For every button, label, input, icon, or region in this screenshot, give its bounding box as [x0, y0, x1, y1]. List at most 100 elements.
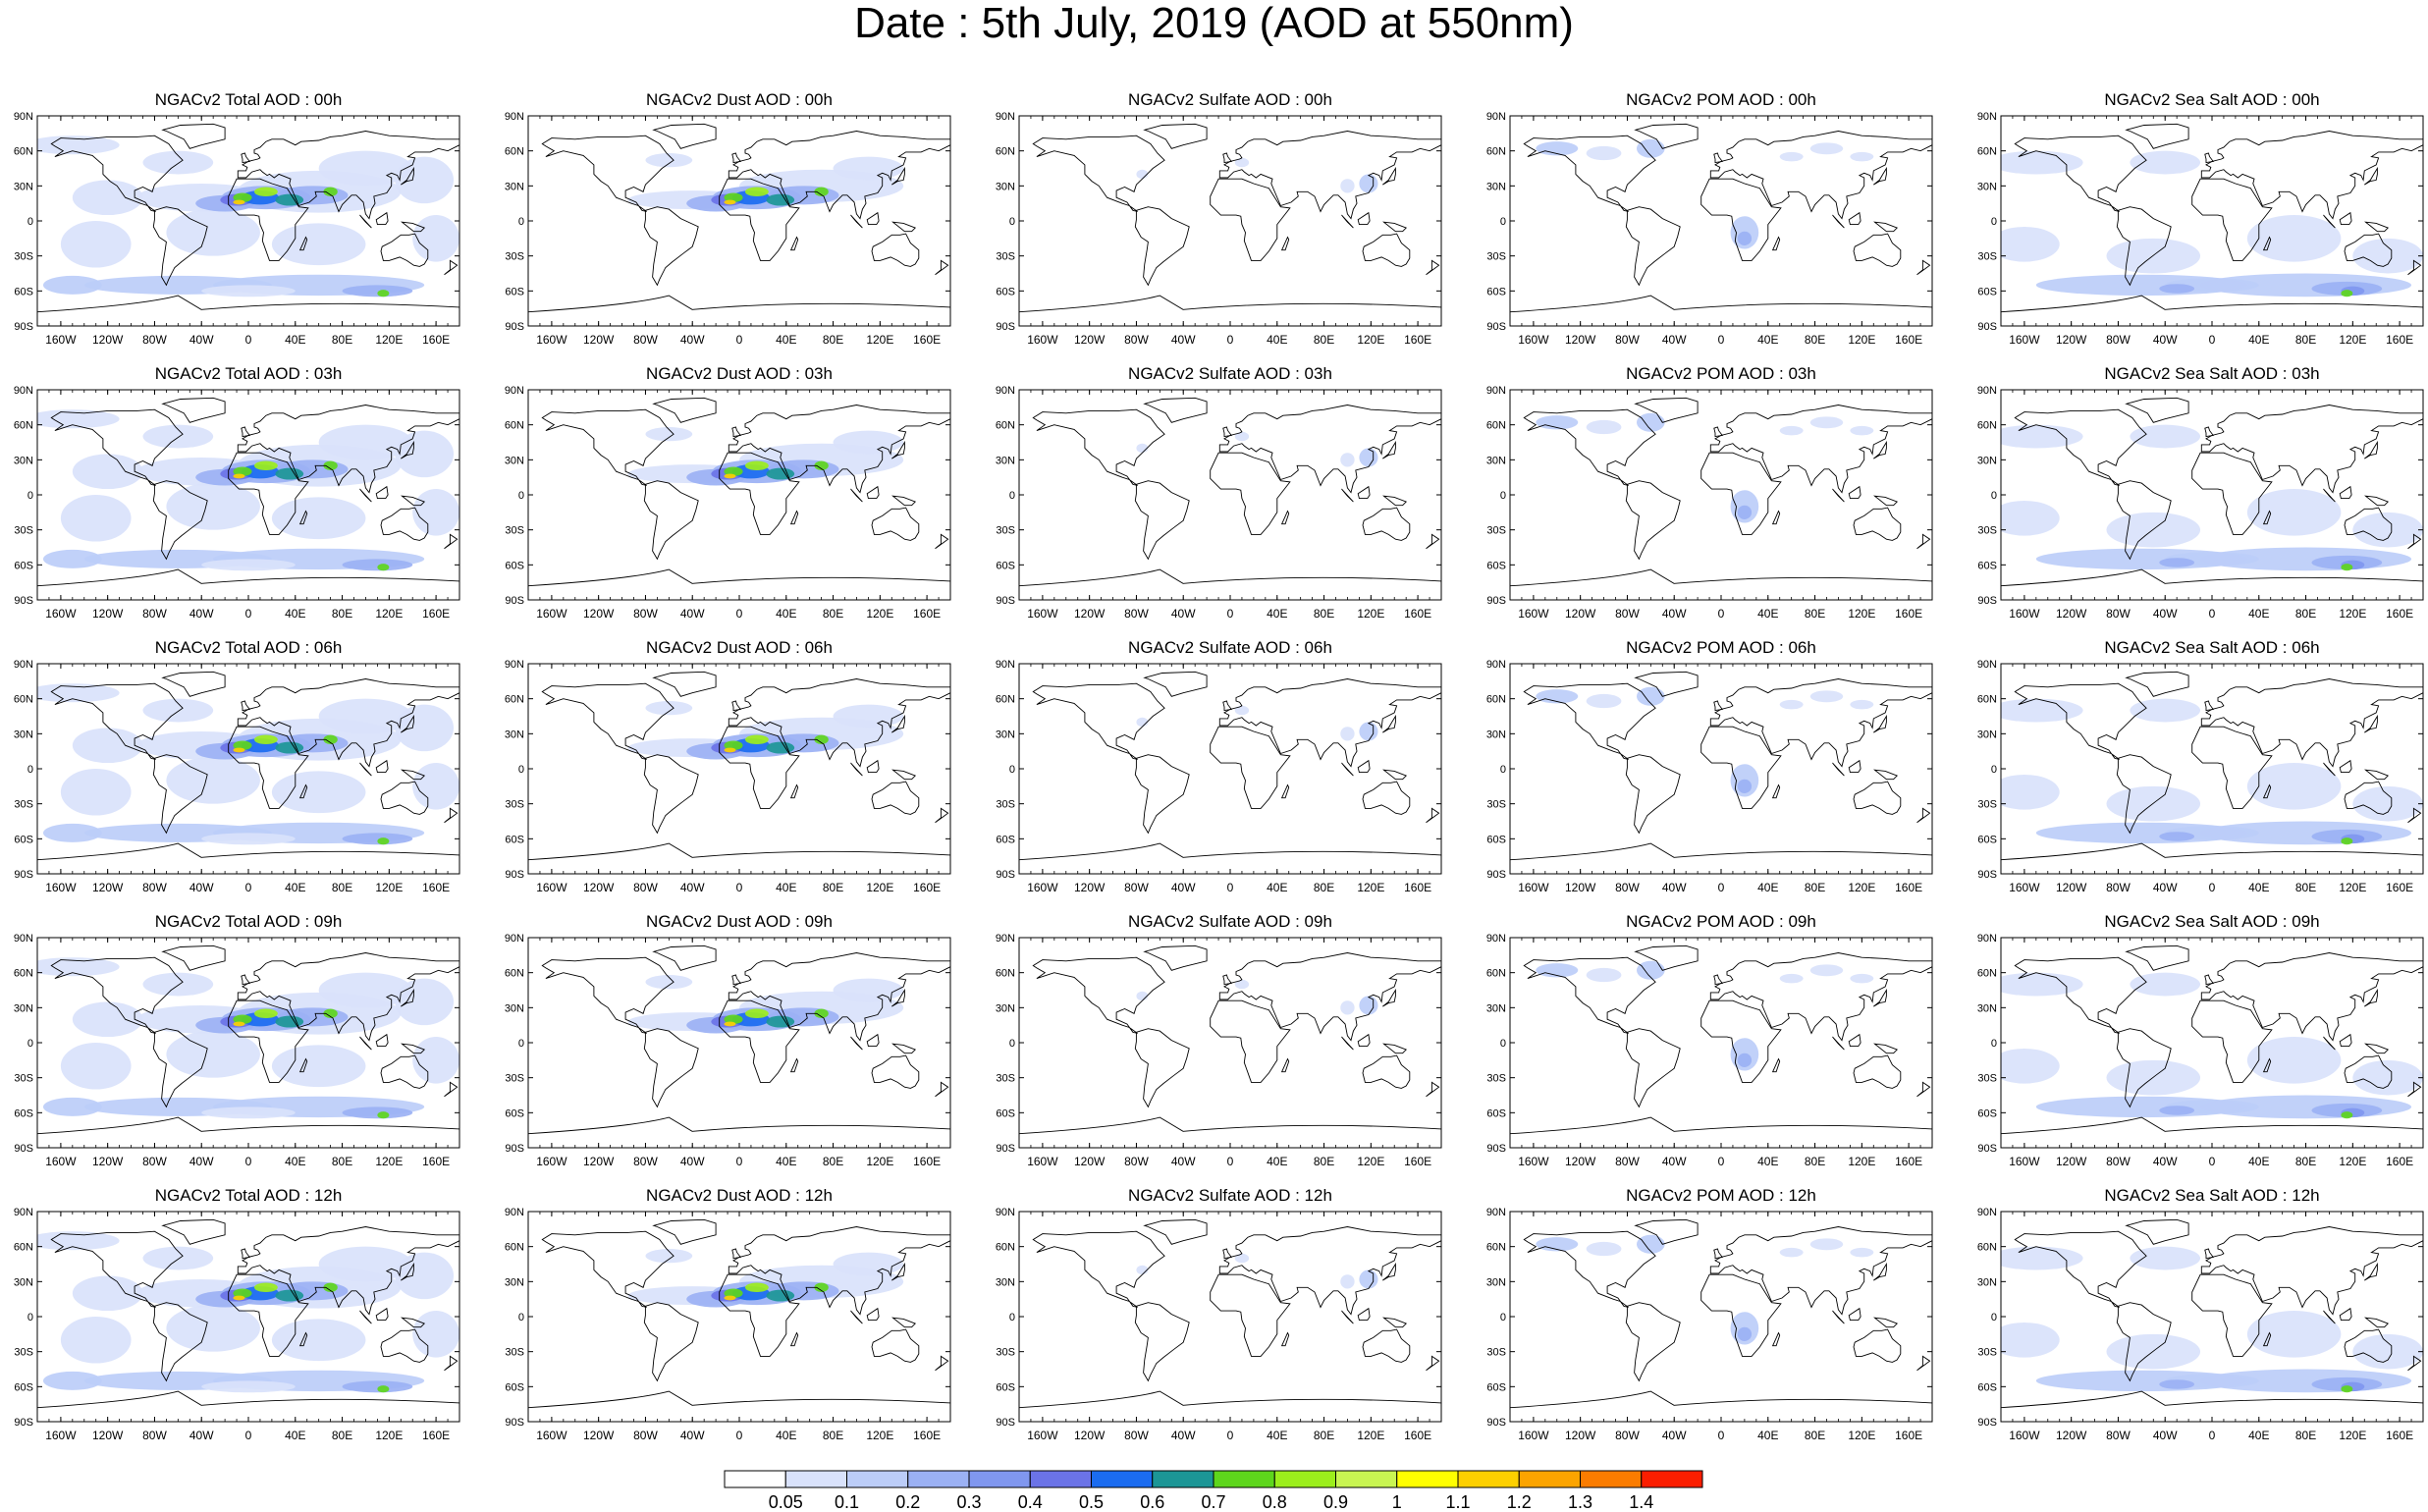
panel-title: NGACv2 Sulfate AOD : 03h	[1128, 364, 1332, 383]
aod-plume	[201, 559, 296, 571]
lat-tick-label: 90S	[1977, 1143, 1997, 1155]
coastline	[1916, 259, 1931, 276]
panel-title: NGACv2 Sea Salt AOD : 06h	[2104, 638, 2320, 657]
aod-plume	[201, 1380, 296, 1393]
lat-tick-label: 30S	[14, 1073, 33, 1085]
lon-tick-label: 40E	[1267, 1429, 1287, 1442]
lon-tick-label: 160E	[1404, 1429, 1431, 1442]
coastline	[2262, 236, 2272, 251]
coastline	[719, 999, 800, 1083]
map-panel: NGACv2 Dust AOD : 12h 90N 60N 30N 0 30S 60S 90S…	[491, 1186, 952, 1459]
coastline	[1771, 510, 1781, 525]
coastline	[1634, 397, 1699, 423]
lon-tick-label: 160E	[422, 1155, 450, 1168]
aod-plume	[275, 1015, 304, 1028]
lon-tick-label: 120E	[2339, 881, 2366, 894]
coastline	[1832, 1310, 1845, 1324]
lon-tick-label: 160E	[1895, 1155, 1922, 1168]
coastline	[2323, 1310, 2336, 1324]
lat-tick-label: 30N	[1977, 1276, 1997, 1288]
aod-colorbar: 0.05 0.1 0.2 0.3 0.4 0.5 0.6 0.7 0.8 0.9 1 1.1 1.2 1.…	[724, 1470, 1703, 1512]
lon-tick-label: 160E	[2386, 881, 2413, 894]
lat-tick-label: 30S	[1977, 1073, 1997, 1085]
lat-tick-label: 60S	[505, 834, 524, 845]
aod-plume	[271, 771, 366, 814]
coastline	[1280, 236, 1290, 251]
lon-tick-label: 120E	[866, 1429, 893, 1442]
coastline	[789, 236, 799, 251]
lon-tick-label: 120W	[583, 881, 615, 894]
lon-tick-label: 160E	[1404, 333, 1431, 347]
coastline	[850, 1310, 863, 1324]
lon-tick-label: 120W	[583, 1155, 615, 1168]
lon-tick-label: 120E	[1848, 1155, 1875, 1168]
aod-plume	[2001, 500, 2060, 536]
lon-tick-label: 80W	[2106, 1429, 2131, 1442]
lon-tick-label: 40W	[1662, 333, 1687, 347]
coastline	[1873, 1317, 1899, 1328]
aod-map: 90N 60N 30N 0 30S 60S 90S 160W 120W 80W 40W 0 40E 80E…	[996, 933, 1442, 1168]
coastline	[1218, 405, 1441, 494]
coastline	[728, 405, 950, 494]
coastline	[1625, 754, 1681, 835]
lon-tick-label: 120W	[2056, 607, 2087, 621]
lon-tick-label: 40E	[1267, 607, 1287, 621]
coastline	[850, 488, 863, 503]
lon-tick-label: 80E	[2295, 881, 2316, 894]
coastline	[401, 1043, 426, 1054]
lat-tick-label: 0	[1500, 1038, 1506, 1050]
lat-tick-label: 90S	[1486, 1143, 1506, 1155]
lon-tick-label: 160E	[1895, 881, 1922, 894]
aod-plume	[395, 1252, 455, 1300]
aod-plume	[323, 1008, 338, 1019]
aod-plume	[2130, 698, 2201, 723]
map-panel: NGACv2 Sea Salt AOD : 06h 90N 60N 30N 0 30S 60…	[1964, 638, 2425, 911]
panel-title: NGACv2 Sea Salt AOD : 03h	[2104, 364, 2320, 383]
antarctica-coastline	[528, 842, 950, 861]
coastline	[891, 1262, 905, 1281]
coastline	[891, 221, 917, 233]
coastline	[1713, 1248, 1724, 1260]
lon-tick-label: 40E	[776, 881, 796, 894]
lon-tick-label: 80E	[823, 1429, 843, 1442]
aod-plume	[1809, 416, 1844, 429]
coastline	[2339, 1033, 2352, 1048]
lon-tick-label: 80W	[1615, 333, 1640, 347]
coastline	[2014, 682, 2147, 760]
lon-tick-label: 160E	[422, 607, 450, 621]
coastline	[1032, 408, 1165, 486]
lat-tick-label: 60N	[1486, 1242, 1506, 1254]
lon-tick-label: 80E	[1805, 1155, 1825, 1168]
coastline	[161, 671, 226, 697]
lat-tick-label: 60S	[1486, 560, 1506, 571]
coastline	[2125, 671, 2189, 697]
lat-tick-label: 60S	[14, 1381, 33, 1393]
coastline	[1362, 781, 1411, 815]
coastline	[2262, 1057, 2272, 1073]
coastline	[1341, 214, 1354, 229]
coastline	[375, 1307, 389, 1322]
coastline	[1771, 1331, 1781, 1347]
lon-tick-label: 80E	[1314, 1155, 1334, 1168]
lat-tick-label: 30S	[1486, 1073, 1506, 1085]
coastline	[152, 206, 208, 287]
aod-plume	[1737, 1326, 1753, 1341]
aod-plume	[166, 1305, 260, 1352]
lat-tick-label: 30S	[14, 525, 33, 537]
antarctica-coastline	[37, 295, 459, 313]
panel-title: NGACv2 Dust AOD : 00h	[646, 90, 833, 109]
aod-plume	[2130, 972, 2201, 997]
antarctica-coastline	[1019, 842, 1441, 861]
coastline	[643, 1302, 699, 1382]
coastline	[401, 714, 414, 733]
panel-title: NGACv2 POM AOD : 09h	[1626, 912, 1816, 931]
lon-tick-label: 0	[245, 881, 252, 894]
aod-plume	[744, 187, 769, 197]
coastline	[1713, 974, 1724, 986]
lat-tick-label: 90N	[505, 111, 524, 123]
aod-plume	[395, 704, 455, 752]
colorbar-label: 1.2	[1507, 1492, 1532, 1512]
aod-plume	[377, 837, 390, 845]
lon-tick-label: 120W	[1565, 333, 1596, 347]
aod-plume	[2246, 215, 2342, 262]
